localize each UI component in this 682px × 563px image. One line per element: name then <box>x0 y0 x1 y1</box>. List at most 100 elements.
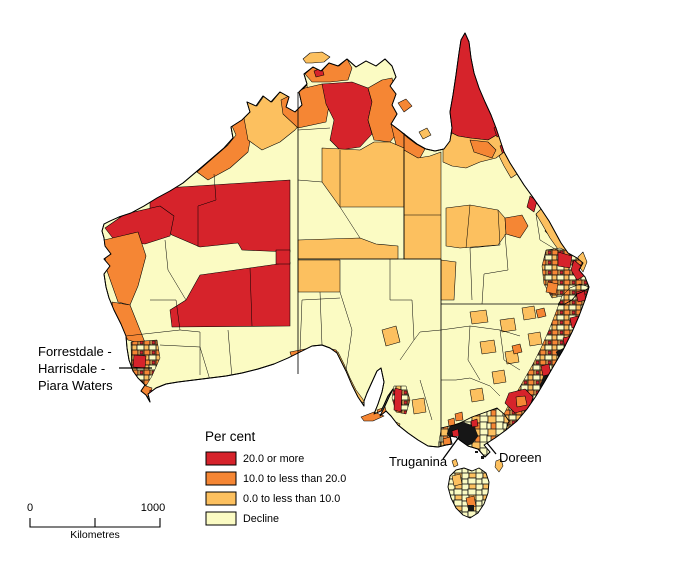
legend: Per cent 20.0 or more 10.0 to less than … <box>205 429 346 526</box>
scale-bar: 0 1000 Kilometres <box>27 502 165 541</box>
map-region-shape <box>479 339 497 355</box>
map-region-shape <box>302 51 331 64</box>
map-region-shape <box>197 173 217 247</box>
map-region-shape <box>132 354 147 369</box>
region-boundaries <box>125 127 561 421</box>
map-region-shape <box>397 98 413 113</box>
legend-label-0: 20.0 or more <box>243 453 304 465</box>
map-region-shape <box>481 233 509 305</box>
map-region-shape <box>557 251 573 269</box>
map-region-shape <box>491 369 507 385</box>
map-region-shape <box>381 325 401 347</box>
map-region-shape <box>227 329 233 379</box>
map-region-shape <box>249 267 253 327</box>
map-region-shape <box>499 317 517 333</box>
legend-label-2: 0.0 to less than 10.0 <box>243 493 340 505</box>
label-forrestdale-line2: Harrisdale - <box>38 361 105 376</box>
map-region-shape <box>297 127 331 131</box>
map-region-shape <box>319 291 323 346</box>
label-forrestdale-line1: Forrestdale - <box>38 344 112 359</box>
map-region-shape <box>321 81 373 151</box>
map-region-shape <box>511 343 523 355</box>
legend-item-0: 20.0 or more <box>205 451 304 466</box>
map-region-shape <box>540 363 552 377</box>
map-region-shape <box>418 127 432 140</box>
map-region-shape <box>403 149 442 260</box>
map-region-shape <box>339 206 361 239</box>
legend-label-3: Decline <box>243 513 279 525</box>
map-region-shape <box>469 209 501 301</box>
map-region-shape <box>445 204 507 249</box>
state-borders <box>297 92 590 446</box>
map-region-shape <box>454 411 464 422</box>
map-region-shape <box>465 204 471 249</box>
map-region-shape <box>449 33 501 141</box>
map-region-shape <box>148 389 167 404</box>
map-region-shape <box>481 456 484 459</box>
map-region-shape <box>467 325 481 381</box>
map-region-shape <box>164 239 187 301</box>
legend-swatch-orange <box>205 471 237 486</box>
map-region-shape <box>440 325 521 337</box>
map-region-shape <box>275 249 291 265</box>
map-region-shape <box>521 305 537 321</box>
map-region-shape <box>494 458 504 473</box>
map-region-shape <box>440 407 510 431</box>
truganina-leader-line <box>442 436 460 460</box>
scale-unit-label: Kilometres <box>70 529 120 541</box>
legend-title: Per cent <box>205 429 256 444</box>
map-region-shape <box>440 259 457 301</box>
map-region-shape <box>125 329 201 375</box>
tasmania <box>447 467 490 519</box>
map-region-shape <box>389 259 415 361</box>
doreen-leader-line <box>486 442 497 455</box>
legend-swatch-red <box>205 451 237 466</box>
map-region-shape <box>150 299 181 331</box>
label-doreen: Doreen <box>499 450 542 465</box>
label-forrestdale-line3: Piara Waters <box>38 378 113 393</box>
map-region-shape <box>535 307 547 319</box>
map-region-shape <box>451 458 459 468</box>
map-region-shape <box>297 259 341 293</box>
map-region-shape <box>545 281 559 295</box>
map-region-shape <box>470 418 479 428</box>
map-region-shape <box>475 451 478 453</box>
map-region-shape <box>413 329 442 341</box>
map-region-shape <box>499 329 521 371</box>
legend-label-1: 10.0 to less than 20.0 <box>243 473 346 485</box>
map-region-shape <box>527 331 543 347</box>
map-region-shape <box>451 428 460 438</box>
map-region-shape <box>451 473 463 487</box>
map-region-shape <box>570 259 585 281</box>
map-region-shape <box>411 397 427 415</box>
map-region-shape <box>297 179 323 183</box>
islands <box>302 51 588 473</box>
map-region-shape <box>339 291 353 372</box>
map-region-shape <box>321 141 405 208</box>
map-region-shape <box>441 287 590 305</box>
map-region-shape <box>469 309 489 325</box>
map-region-shape <box>395 429 407 443</box>
annotations: Forrestdale - Harrisdale - Piara Waters … <box>38 344 542 469</box>
map-region-shape <box>393 387 403 413</box>
map-region-shape <box>504 214 529 239</box>
legend-item-3: Decline <box>205 511 279 526</box>
label-truganina: Truganina <box>389 454 448 469</box>
coastline <box>101 32 590 458</box>
legend-item-1: 10.0 to less than 20.0 <box>205 471 346 486</box>
map-region-shape <box>419 379 433 421</box>
map-region-shape <box>159 344 211 381</box>
map-region-shape <box>468 505 474 511</box>
map-region-shape <box>360 411 385 422</box>
legend-swatch-light-orange <box>205 491 237 506</box>
map-region-shape <box>29 518 161 528</box>
legend-swatch-pale-yellow <box>205 511 237 526</box>
scale-end-label: 1000 <box>141 502 165 514</box>
legend-item-2: 0.0 to less than 10.0 <box>205 491 340 506</box>
map-region-shape <box>469 387 485 403</box>
map-region-shape <box>299 297 341 353</box>
map-region-shape <box>469 139 497 159</box>
map-region-shape <box>515 395 528 408</box>
